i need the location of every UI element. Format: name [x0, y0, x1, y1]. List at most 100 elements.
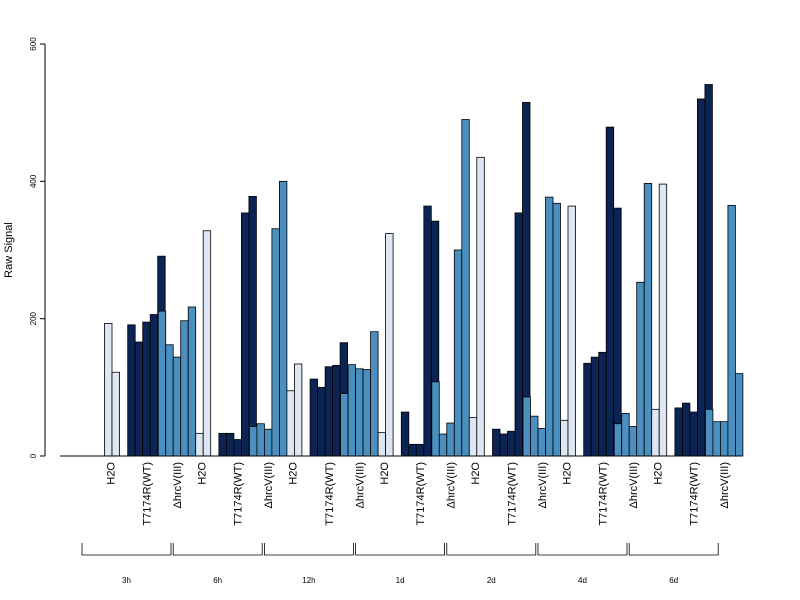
bar [697, 98, 706, 457]
condition-label: ΔhrcV(III) [446, 462, 458, 508]
bar [628, 426, 638, 457]
bar [347, 364, 357, 457]
bar [727, 204, 736, 457]
bar [598, 351, 607, 457]
bar [286, 390, 295, 457]
condition-labels: H2O T7174R(WT) ΔhrcV(III) H2O T7174R(WT) Δhrc… [105, 462, 731, 526]
time-label: 6d [669, 576, 678, 585]
bar [590, 356, 600, 457]
bar [134, 341, 144, 457]
bar [408, 443, 417, 457]
time-bracket [446, 543, 537, 556]
bar [507, 430, 516, 457]
bar [180, 320, 189, 457]
bar [263, 428, 273, 457]
condition-label: T7174R(WT) [506, 462, 518, 526]
bar [202, 230, 212, 457]
condition-label: ΔhrcV(III) [354, 462, 366, 508]
bar [682, 402, 691, 457]
condition-label: T7174R(WT) [689, 462, 701, 526]
bar [636, 281, 645, 457]
time-label: 6h [213, 576, 222, 585]
bar [172, 356, 182, 457]
bar [453, 249, 463, 457]
bar [293, 363, 303, 457]
bar [355, 368, 364, 457]
condition-label: H2O [561, 462, 573, 485]
bar [720, 421, 729, 457]
bar [560, 419, 569, 457]
bar [613, 207, 622, 457]
bar [705, 408, 714, 457]
bar [446, 422, 455, 457]
y-axis: 0 200 400 600 [29, 37, 46, 458]
y-axis-title: Raw Signal [3, 222, 15, 278]
bar [248, 196, 257, 457]
bar [492, 428, 501, 457]
bar [362, 369, 372, 457]
bar [142, 321, 151, 457]
time-label: 2d [487, 576, 496, 585]
bar [468, 417, 478, 457]
time-brackets: 3h 6h 12h 1d 2d 4d 6d [81, 543, 719, 585]
bar [476, 156, 485, 457]
bar [735, 373, 744, 457]
bar [127, 324, 136, 457]
bar [537, 428, 546, 457]
time-bracket [81, 543, 172, 556]
bar [309, 378, 319, 457]
bar [431, 381, 440, 457]
condition-label: T7174R(WT) [597, 462, 609, 526]
bar [514, 212, 523, 457]
bar [704, 84, 713, 457]
bar [522, 396, 531, 457]
bar [545, 196, 554, 457]
time-bracket [264, 543, 354, 556]
bar [233, 439, 242, 457]
bar [461, 119, 470, 457]
bar [658, 183, 668, 457]
condition-label: H2O [196, 462, 208, 485]
condition-label: T7174R(WT) [141, 462, 153, 526]
condition-label: ΔhrcV(III) [537, 462, 549, 508]
bar [157, 310, 167, 457]
y-tick-label: 400 [29, 174, 38, 188]
time-bracket [172, 543, 263, 556]
bar [552, 202, 561, 457]
time-bracket [355, 543, 445, 556]
y-tick-label: 200 [29, 311, 38, 325]
bar [370, 331, 379, 457]
bar [530, 415, 539, 457]
bar [256, 423, 265, 457]
condition-label: H2O [652, 462, 664, 485]
time-bracket [537, 543, 628, 556]
bar [340, 393, 349, 457]
bar [438, 433, 448, 457]
bar [712, 421, 721, 457]
bar [218, 432, 227, 457]
condition-label: H2O [470, 462, 482, 485]
bar [225, 432, 235, 457]
bar [240, 212, 250, 457]
bar [104, 323, 113, 457]
bar [187, 306, 197, 457]
condition-label: H2O [379, 462, 391, 485]
time-bracket [628, 543, 719, 556]
bar [567, 205, 576, 457]
bar [613, 423, 623, 457]
bar [324, 366, 334, 457]
condition-label: ΔhrcV(III) [172, 462, 184, 508]
bar [317, 386, 326, 457]
bar [385, 233, 394, 457]
bar [605, 126, 615, 457]
condition-label: ΔhrcV(III) [628, 462, 640, 508]
condition-label: T7174R(WT) [415, 462, 427, 526]
bar [400, 411, 410, 457]
bar [278, 180, 288, 457]
bar [651, 408, 660, 457]
bar [195, 432, 204, 457]
bar [643, 182, 653, 457]
condition-label: H2O [288, 462, 300, 485]
bar [499, 433, 508, 457]
